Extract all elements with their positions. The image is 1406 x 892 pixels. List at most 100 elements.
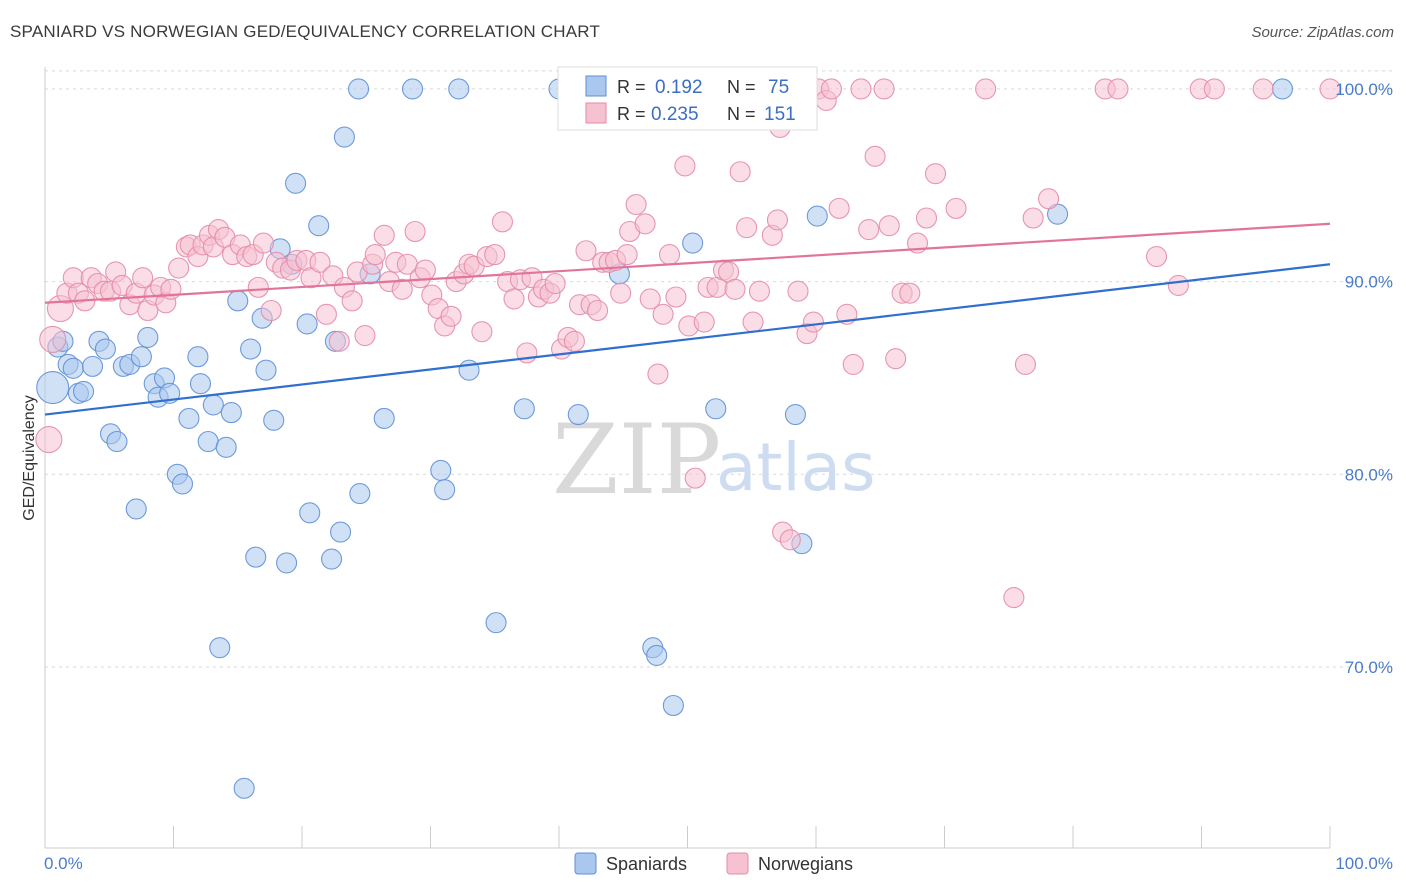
stats-legend-box: R = 0.192 N = 75 R = 0.235 N = 151: [557, 66, 818, 131]
y-tick-label-100: 100.0%: [1335, 80, 1393, 99]
norwegians-point-34: [247, 276, 269, 298]
norwegians-point-60: [414, 259, 436, 281]
spaniards-point-74: [1271, 78, 1294, 100]
norwegians-point-36: [260, 299, 282, 322]
spaniards-point-6: [73, 380, 95, 402]
spaniards-point-30: [220, 402, 242, 424]
norwegians-point-130: [850, 78, 872, 100]
spaniards-point-24: [187, 346, 209, 368]
norwegians-point-52: [364, 244, 386, 266]
chart-title: SPANIARD VS NORWEGIAN GED/EQUIVALENCY CO…: [10, 22, 601, 41]
spaniards-point-54: [430, 459, 452, 481]
spaniards-point-44: [308, 215, 330, 237]
norwegians-point-92: [610, 282, 632, 304]
stats-r-value-spaniards: 0.192: [655, 77, 703, 98]
spaniards-point-27: [202, 394, 224, 416]
spaniards-point-22: [171, 473, 194, 495]
spaniards-point-29: [215, 436, 237, 458]
norwegians-point-50: [354, 324, 376, 347]
norwegians-point-114: [748, 280, 771, 302]
norwegians-point-101: [665, 286, 687, 308]
norwegians-point-150: [1167, 274, 1189, 296]
stats-n-value-norwegians: 151: [764, 104, 796, 125]
legend-swatch-spaniards: [574, 852, 597, 875]
gridlines: [45, 70, 1392, 668]
norwegians-point-149: [1145, 245, 1168, 268]
spaniards-point-53: [401, 78, 424, 100]
norwegians-point-0: [35, 426, 63, 454]
stats-swatch-spaniards: [585, 75, 607, 97]
spaniards-point-66: [662, 694, 684, 717]
spaniards-point-55: [434, 479, 456, 501]
norwegians-point-127: [828, 197, 850, 219]
spaniards-point-14: [125, 498, 147, 520]
norwegians-point-58: [404, 220, 426, 243]
norwegians-point-1: [39, 325, 67, 353]
spaniards-point-33: [240, 338, 262, 360]
spaniards-point-58: [485, 612, 507, 634]
norwegians-point-126: [820, 78, 842, 100]
spaniards-point-37: [263, 409, 285, 431]
norwegians-point-96: [634, 213, 656, 235]
norwegians-point-129: [842, 353, 864, 375]
spaniards-point-50: [349, 482, 371, 505]
stats-n-label-spaniards: N =: [727, 77, 756, 97]
spaniards-point-0: [36, 371, 70, 405]
norwegians-point-146: [1038, 188, 1060, 210]
stats-n-label-norwegians: N =: [727, 104, 756, 124]
spaniards-point-31: [227, 290, 249, 312]
norwegians-point-100: [658, 244, 681, 266]
norwegians-point-141: [945, 197, 967, 219]
spaniards-point-42: [296, 313, 318, 335]
norwegians-point-152: [1203, 78, 1225, 100]
spaniards-trendline: [44, 263, 1331, 416]
norwegians-point-135: [885, 348, 907, 370]
norwegians-point-104: [684, 467, 706, 489]
norwegians-point-123: [802, 311, 824, 333]
norwegians-point-153: [1252, 78, 1274, 100]
spaniards-point-69: [705, 398, 727, 420]
stats-r-label-norwegians: R =: [617, 104, 646, 124]
spaniards-point-45: [321, 548, 343, 570]
norwegians-point-93: [616, 244, 638, 266]
norwegians-point-131: [858, 219, 880, 241]
norwegians-point-56: [391, 278, 413, 300]
norwegians-point-35: [252, 232, 275, 254]
norwegians-point-110: [724, 278, 746, 300]
norwegians-point-143: [1003, 587, 1025, 609]
norwegians-point-139: [915, 207, 938, 229]
norwegians-point-84: [563, 330, 585, 352]
trendlines: [44, 222, 1331, 416]
norwegians-point-86: [575, 240, 597, 262]
norwegians-point-154: [1319, 78, 1341, 100]
norwegians-point-121: [787, 280, 809, 302]
norwegians-point-98: [647, 363, 669, 385]
norwegians-point-113: [742, 311, 764, 333]
norwegians-point-148: [1107, 78, 1129, 100]
norwegians-point-15: [132, 267, 154, 289]
spaniards-point-52: [373, 407, 395, 429]
watermark-atlas: atlas: [716, 429, 876, 506]
norwegians-point-133: [873, 78, 895, 100]
spaniards-point-7: [81, 355, 104, 377]
stats-swatch-norwegians: [585, 102, 607, 124]
spaniards-point-36: [255, 359, 277, 381]
spaniards-point-65: [646, 644, 668, 666]
norwegians-point-81: [544, 272, 566, 295]
y-tick-label-70: 70.0%: [1345, 658, 1393, 677]
norwegians-point-72: [491, 211, 514, 233]
norwegians-point-142: [975, 78, 997, 100]
norwegians-point-95: [625, 193, 647, 216]
norwegians-point-74: [503, 288, 525, 310]
spaniards-point-68: [682, 232, 704, 254]
norwegians-point-53: [373, 224, 395, 246]
norwegians-point-71: [484, 244, 506, 266]
spaniards-point-23: [178, 407, 200, 429]
stats-r-value-norwegians: 0.235: [651, 104, 699, 125]
spaniards-point-15: [130, 346, 152, 368]
chart-source: Source: ZipAtlas.com: [1251, 24, 1394, 41]
spaniards-point-48: [333, 126, 355, 148]
norwegians-point-69: [471, 321, 493, 343]
y-axis-title: GED/Equivalency: [21, 395, 38, 520]
